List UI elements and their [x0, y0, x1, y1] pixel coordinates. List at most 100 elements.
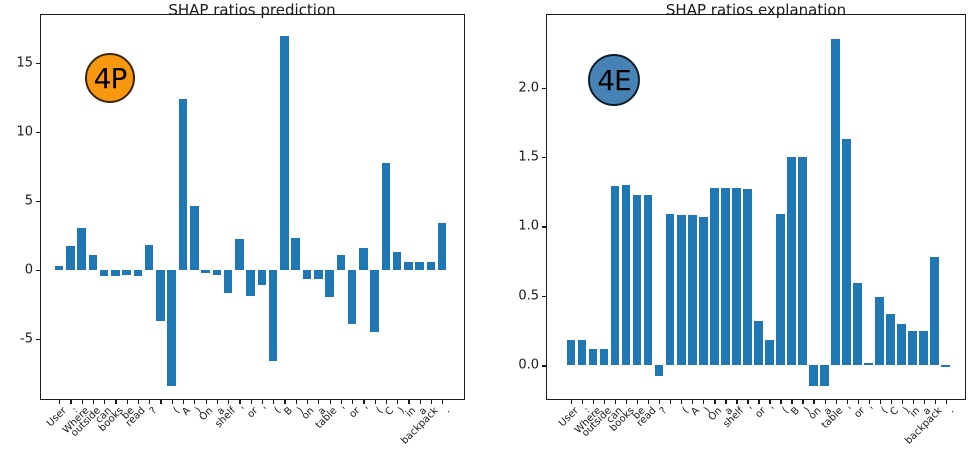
- x-tick-label: books: [607, 405, 637, 434]
- x-tick-label: read: [124, 405, 148, 430]
- x-tick: [879, 400, 881, 404]
- x-tick-label: on: [806, 405, 824, 422]
- x-tick: [115, 400, 117, 404]
- bar: [809, 365, 818, 387]
- x-tick: [670, 400, 672, 404]
- x-tick: [934, 400, 936, 404]
- x-tick: [868, 400, 870, 404]
- x-tick-label: ?: [147, 405, 160, 417]
- bar: [336, 255, 345, 270]
- bar: [99, 269, 109, 276]
- x-tick: [692, 400, 694, 404]
- bar: [897, 323, 906, 366]
- x-tick: [194, 400, 196, 404]
- x-tick-label: ': [868, 405, 879, 416]
- x-tick-label: ): [396, 405, 408, 416]
- bar: [235, 239, 244, 270]
- bar: [654, 365, 664, 377]
- x-tick: [273, 400, 275, 404]
- x-tick: [149, 400, 151, 404]
- bar: [325, 269, 334, 298]
- x-tick-label: in: [908, 405, 923, 420]
- badge-4e: 4E: [588, 54, 640, 106]
- x-tick: [374, 400, 376, 404]
- x-tick-label: A: [689, 405, 703, 418]
- bar: [133, 269, 143, 276]
- x-tick: [92, 400, 95, 404]
- bar: [314, 269, 323, 280]
- y-tick-label: 0.0: [518, 357, 539, 373]
- x-tick-label: ': [747, 405, 758, 416]
- x-tick: [329, 400, 331, 404]
- bar: [919, 330, 928, 366]
- bar: [853, 283, 862, 366]
- x-tick: [250, 400, 252, 404]
- x-tick: [126, 400, 128, 404]
- x-tick: [228, 400, 230, 404]
- x-tick-label: on: [300, 405, 317, 422]
- y-tick: [542, 295, 546, 298]
- x-tick: [160, 400, 162, 404]
- x-tick: [604, 400, 606, 404]
- x-tick-label: On: [706, 405, 725, 424]
- bar: [111, 269, 120, 276]
- x-tick-label: ': [363, 405, 374, 416]
- x-tick: [615, 400, 617, 404]
- bar: [599, 348, 609, 366]
- bar: [688, 215, 697, 366]
- y-tick-label: 2.0: [518, 80, 539, 96]
- x-tick: [70, 400, 72, 404]
- x-tick-label: or: [347, 405, 363, 421]
- bar: [776, 213, 785, 366]
- x-tick: [363, 400, 365, 404]
- x-tick-label: outside: [580, 405, 615, 440]
- x-tick: [890, 400, 892, 404]
- x-tick-label: User: [45, 405, 70, 430]
- x-tick: [637, 400, 639, 404]
- x-tick: [923, 400, 925, 404]
- x-tick: [747, 400, 749, 404]
- x-tick: [901, 400, 903, 404]
- x-tick: [442, 400, 444, 404]
- x-tick: [725, 400, 727, 404]
- y-tick-label: -5: [20, 331, 33, 347]
- x-tick: [239, 400, 241, 404]
- bar: [798, 157, 807, 366]
- x-tick: [104, 400, 106, 404]
- bar: [754, 320, 763, 366]
- x-tick-label: a: [417, 405, 430, 418]
- x-tick: [681, 400, 683, 404]
- badge-4e-label: 4E: [597, 63, 632, 97]
- bar: [677, 215, 686, 366]
- x-tick: [340, 400, 343, 404]
- bar: [54, 266, 64, 270]
- x-tick: [284, 400, 286, 404]
- x-tick-label: shelf: [213, 405, 239, 431]
- x-tick: [318, 400, 320, 404]
- bar: [66, 246, 75, 270]
- x-tick: [769, 400, 771, 404]
- bar: [77, 228, 86, 270]
- x-tick: [824, 400, 826, 404]
- bar: [875, 297, 884, 366]
- x-tick-label: a: [921, 405, 934, 418]
- bar: [88, 254, 98, 270]
- chart-title-explanation: SHAP ratios explanation: [665, 1, 847, 19]
- x-tick: [295, 400, 297, 404]
- x-tick-label: table: [819, 405, 846, 431]
- x-tick: [171, 400, 173, 404]
- x-tick: [183, 400, 185, 404]
- x-tick: [648, 400, 650, 404]
- bar: [732, 187, 741, 366]
- x-tick: [846, 400, 848, 404]
- x-tick: [857, 400, 859, 404]
- x-tick: [626, 400, 628, 404]
- bar: [886, 313, 895, 366]
- x-tick: [714, 400, 716, 404]
- x-tick-label: B: [788, 405, 802, 418]
- bar: [257, 269, 267, 285]
- x-tick: [571, 400, 573, 404]
- y-tick: [36, 338, 40, 341]
- x-tick: [306, 400, 309, 404]
